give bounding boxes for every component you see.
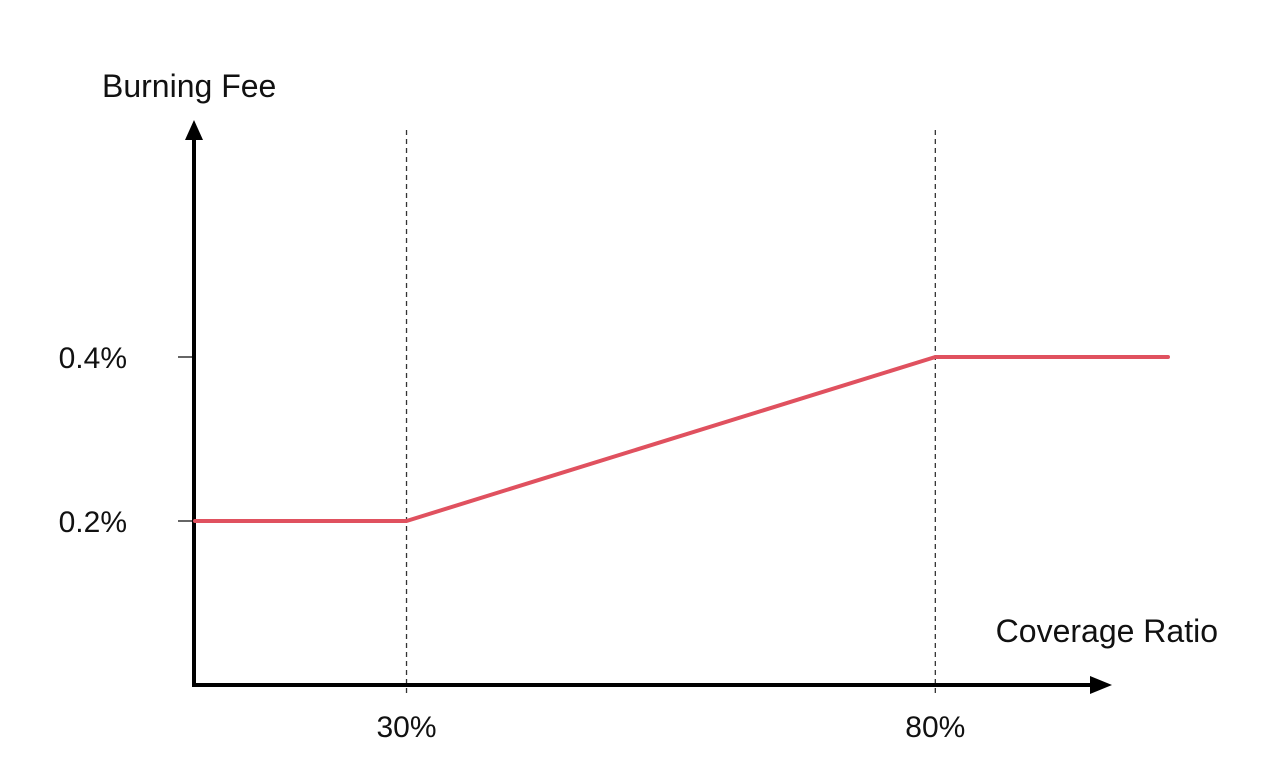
y-axis-arrowhead xyxy=(185,120,203,140)
y-axis: 0.2% 0.4% Burning Fee xyxy=(59,68,276,687)
reference-lines xyxy=(405,130,936,693)
x-tick-label: 80% xyxy=(905,711,965,744)
y-tick-label: 0.4% xyxy=(59,342,127,375)
y-axis-label: Burning Fee xyxy=(102,68,276,104)
y-tick-label: 0.2% xyxy=(59,506,127,539)
series-line-burning-fee xyxy=(193,355,1170,523)
x-axis-arrowhead xyxy=(1090,676,1112,694)
x-axis: 30% 80% Coverage Ratio xyxy=(192,613,1218,744)
x-tick-label: 30% xyxy=(376,711,436,744)
x-axis-label: Coverage Ratio xyxy=(996,613,1218,649)
